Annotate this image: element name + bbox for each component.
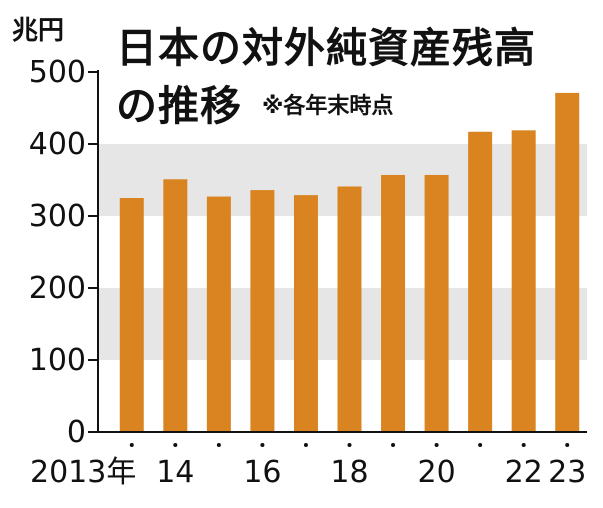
bar-2014 [163, 179, 188, 432]
y-tick-label: 0 [67, 415, 86, 450]
bar-2018 [337, 186, 362, 432]
y-tick-label: 400 [29, 127, 86, 162]
bar-2019 [381, 174, 406, 432]
y-tick-label: 500 [29, 55, 86, 90]
bar-2013 [119, 198, 144, 432]
bar-2017 [293, 195, 318, 432]
x-tick-dot [129, 443, 134, 447]
bar-2015 [206, 196, 231, 432]
y-axis: 0 100 200 300 400 500 [29, 55, 99, 450]
y-tick-label: 200 [29, 271, 86, 306]
x-tick-dot [391, 443, 396, 447]
x-tick-label: 16 [243, 455, 281, 490]
x-tick-dot [521, 443, 526, 447]
x-tick-label: 2013年 [30, 455, 136, 490]
x-tick-dot [478, 443, 483, 447]
bar-2022 [511, 130, 536, 432]
x-tick-label: 20 [417, 455, 455, 490]
bar-2016 [250, 190, 275, 432]
y-axis-unit-label: 兆円 [12, 16, 65, 46]
chart-subtitle: ※各年末時点 [262, 94, 394, 119]
chart-title-line2: の推移 [116, 82, 242, 130]
bar-2020 [424, 174, 449, 432]
chart-title: 日本の対外純資産残高 [116, 24, 536, 72]
bar-2021 [468, 131, 493, 432]
x-tick-dot [260, 443, 265, 447]
x-tick-dot [347, 443, 352, 447]
x-tick-dot [565, 443, 570, 447]
x-tick-label: 18 [330, 455, 368, 490]
bar-2023 [555, 92, 580, 432]
x-tick-dot [173, 443, 178, 447]
x-axis: 2013年 14 16 18 20 22 23 [30, 431, 587, 490]
x-tick-label: 14 [156, 455, 194, 490]
y-tick-label: 100 [29, 343, 86, 378]
x-tick-dot [434, 443, 439, 447]
y-tick-label: 300 [29, 199, 86, 234]
x-tick-label: 22 [505, 455, 543, 490]
x-tick-dot [216, 443, 221, 447]
x-tick-dot [303, 443, 308, 447]
bars [119, 92, 580, 432]
x-tick-label: 23 [548, 455, 586, 490]
